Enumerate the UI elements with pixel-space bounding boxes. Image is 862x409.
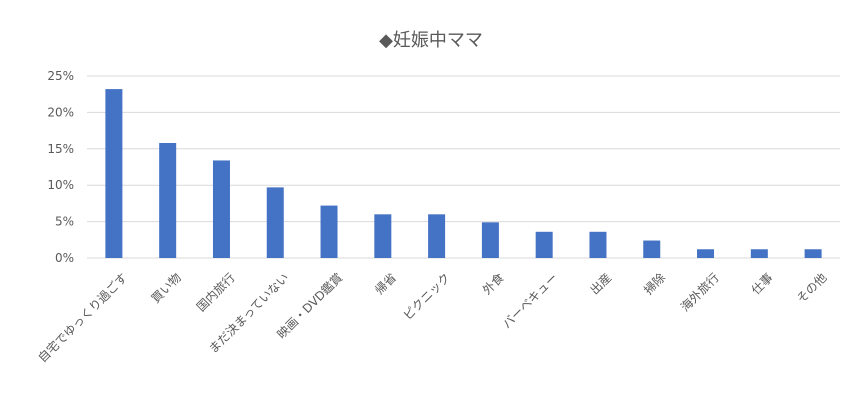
y-axis-ticks: 0% 5% 10% 15% 20% 25% (47, 69, 74, 265)
x-category-label: ピクニック (401, 270, 453, 322)
x-category-label: 海外旅行 (677, 270, 722, 315)
x-category-label: バーベキュー (500, 270, 561, 331)
bar (643, 240, 661, 258)
bar (804, 249, 822, 258)
bar (750, 249, 768, 258)
y-tick-label: 25% (47, 69, 74, 83)
bar (374, 214, 392, 258)
bar (212, 160, 230, 258)
chart-title: ◆妊娠中ママ (379, 30, 483, 51)
x-category-label: 出産 (587, 270, 615, 298)
y-tick-label: 15% (47, 142, 74, 156)
x-category-label: 外食 (479, 270, 507, 298)
gridlines (87, 75, 840, 259)
y-tick-label: 20% (47, 105, 74, 119)
x-category-label: 自宅でゆっくり過ごす (35, 270, 131, 366)
bar (266, 187, 284, 258)
bar (428, 214, 446, 258)
bar (159, 142, 177, 258)
y-tick-label: 0% (55, 251, 74, 265)
bar (481, 222, 499, 258)
bar (105, 89, 123, 258)
x-category-label: 掃除 (641, 270, 669, 298)
x-category-label: 仕事 (749, 270, 776, 297)
x-category-label: 帰省 (372, 270, 399, 297)
y-tick-label: 10% (47, 178, 74, 192)
bar (320, 205, 338, 258)
bar (535, 231, 553, 258)
x-category-label: その他 (794, 270, 829, 305)
x-category-label: 買い物 (149, 270, 184, 305)
bar (697, 249, 715, 258)
y-tick-label: 5% (55, 215, 74, 229)
bars (105, 89, 822, 258)
bar (589, 231, 607, 258)
x-category-label: 国内旅行 (194, 270, 238, 314)
